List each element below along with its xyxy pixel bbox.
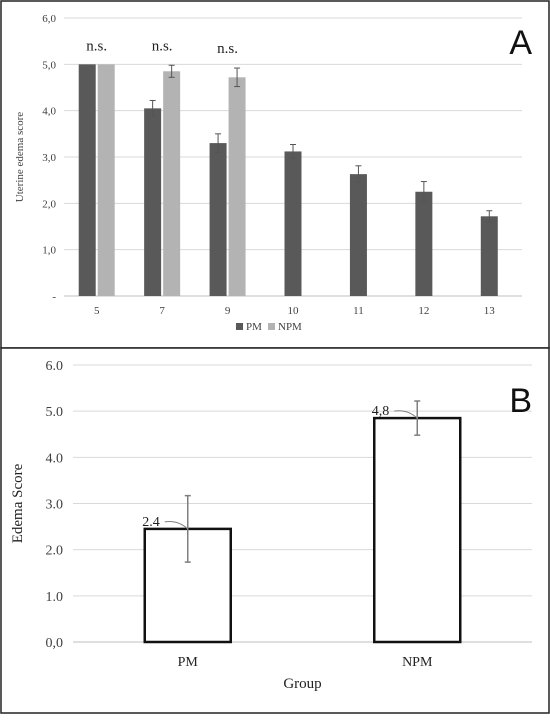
y-tick-label: 4,0 [42,106,56,118]
bar-pm [415,191,433,296]
ns-annotation: n.s. [217,41,238,57]
panel-b-frame [0,347,550,714]
y-tick-label: 2.0 [46,544,64,559]
x-tick-label: NPM [402,655,433,670]
x-tick-label: 5 [94,305,100,317]
y-tick-label: 2,0 [42,198,56,210]
bar-pm [480,216,498,296]
bar-pm [349,174,367,296]
bar-pm [144,108,162,296]
legend-label-pm: PM [246,321,262,333]
bar-npm [228,77,246,296]
y-tick-label: - [52,291,56,303]
ns-annotation: n.s. [86,38,107,54]
x-tick-label: 10 [288,305,300,317]
x-tick-label: PM [178,655,199,670]
bar-pm [284,151,302,296]
data-label: 4,8 [372,404,390,419]
bar-pm [78,64,96,296]
bar-npm [163,71,181,297]
y-axis-label: Edema Score [10,463,26,543]
y-axis-label: Uterine edema score [14,112,26,203]
x-tick-label: 7 [159,305,165,317]
x-tick-label: 11 [353,305,364,317]
bar-npm [97,64,115,296]
legend-label-npm: NPM [278,321,302,333]
panel-a-chart: - 1,0 2,0 3,0 4,0 5,0 6,0 Uterine edema score 5 7… [14,13,522,333]
ns-annotation: n.s. [152,38,173,54]
y-tick-label: 5,0 [42,59,56,71]
x-tick-label: 12 [418,305,429,317]
y-tick-label: 6,0 [42,13,56,25]
bar-npm [373,416,462,644]
y-tick-label: 4.0 [46,451,64,466]
data-label-leader [394,410,418,419]
legend-swatch-npm [268,323,275,330]
y-tick-label: 6.0 [46,359,64,374]
y-tick-label: 3,0 [42,152,56,164]
data-label-leader [164,521,189,530]
y-tick-label: 3.0 [46,498,64,513]
y-tick-label: 1.0 [46,590,64,605]
data-label: 2.4 [142,515,160,530]
panel-b-chart: 0,0 1.0 2.0 3.0 4.0 5.0 6.0 Edema Score Group PM 2… [10,359,532,692]
x-tick-label: 13 [484,305,496,317]
y-tick-label: 5.0 [46,405,64,420]
y-tick-label: 0,0 [46,636,64,651]
panel-a-letter: A [509,24,532,62]
bar-pm [209,143,227,296]
legend-swatch-pm [236,323,243,330]
y-tick-label: 1,0 [42,245,56,257]
panel-b-letter: B [509,382,532,420]
x-axis-label: Group [283,676,321,692]
x-tick-label: 9 [225,305,231,317]
